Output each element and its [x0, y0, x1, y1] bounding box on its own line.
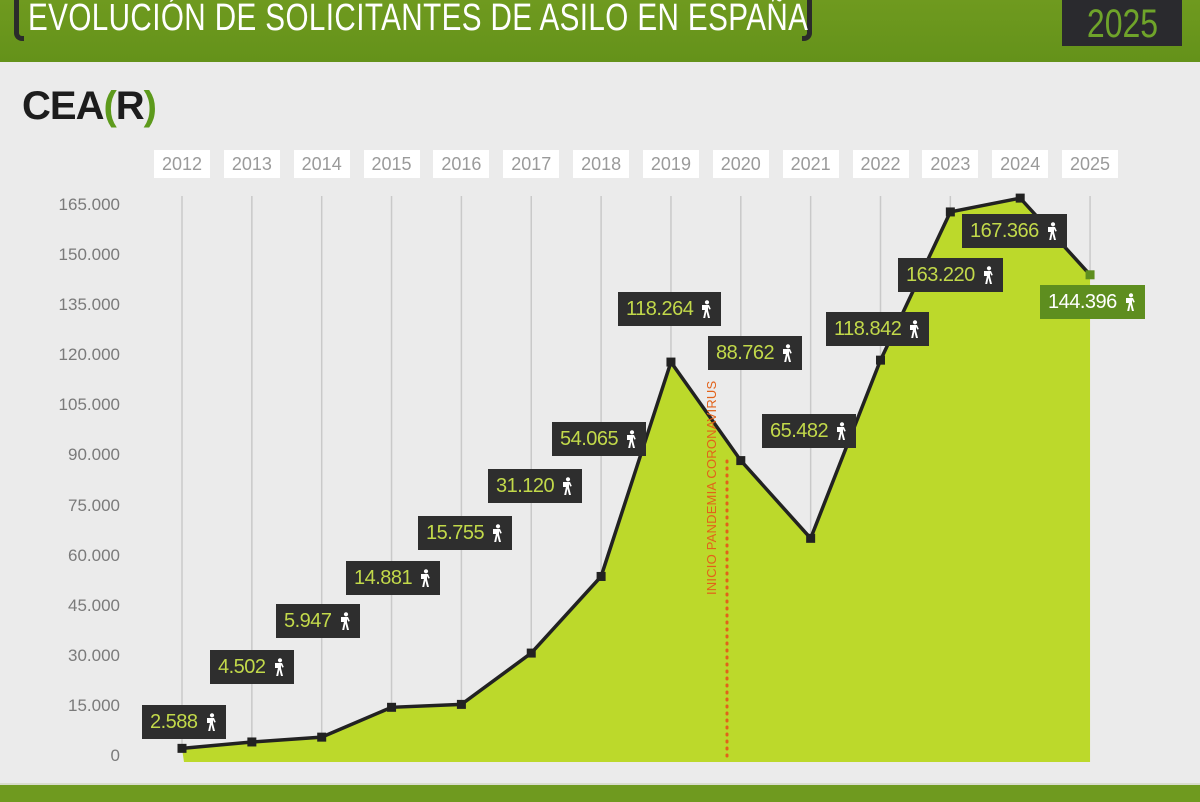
data-marker-2012 — [177, 743, 187, 753]
value-label-2019: 118.264 — [618, 292, 722, 326]
value-label-text: 31.120 — [496, 474, 555, 497]
y-tick-label: 30.000 — [68, 645, 120, 665]
value-label-2018: 54.065 — [552, 422, 647, 456]
value-label-text: 4.502 — [218, 655, 266, 678]
y-tick-label: 0 — [110, 746, 120, 765]
year-tab-2018: 2018 — [573, 150, 630, 178]
value-label-2021: 65.482 — [762, 414, 857, 448]
value-label-text: 14.881 — [354, 566, 413, 589]
value-label-text: 54.065 — [560, 427, 619, 450]
y-tick-label: 135.000 — [58, 295, 120, 315]
year-tab-2017: 2017 — [503, 150, 560, 178]
data-line — [181, 196, 1092, 751]
person-walking-icon — [266, 658, 286, 676]
value-label-2017: 31.120 — [488, 469, 583, 503]
data-marker-2020 — [736, 456, 746, 466]
value-label-text: 144.396 — [1048, 290, 1117, 313]
header-bar: EVOLUCIÓN DE SOLICITANTES DE ASILO EN ES… — [0, 0, 1200, 62]
value-label-2020: 88.762 — [708, 336, 803, 370]
year-badge: 2025 — [1062, 0, 1182, 46]
area-fill — [182, 198, 1091, 762]
title-bracket-left — [14, 0, 24, 41]
year-tab-2024: 2024 — [992, 150, 1049, 178]
person-walking-icon — [332, 612, 352, 630]
value-label-2014: 5.947 — [276, 604, 360, 638]
logo-bracket-open: ( — [103, 84, 116, 128]
y-tick-label: 165.000 — [58, 195, 120, 214]
pandemic-annotation: INICIO PANDEMIA CORONAVIRUS — [704, 380, 719, 595]
year-tab-2021: 2021 — [782, 150, 839, 178]
person-walking-icon — [412, 569, 432, 587]
title-wrap: EVOLUCIÓN DE SOLICITANTES DE ASILO EN ES… — [14, 0, 812, 48]
person-walking-icon — [975, 266, 995, 284]
data-marker-2013 — [247, 737, 257, 747]
data-marker-2025 — [1085, 270, 1095, 280]
year-tab-2025: 2025 — [1062, 150, 1119, 178]
value-label-2022: 118.842 — [826, 312, 930, 346]
year-tab-2012: 2012 — [154, 150, 210, 178]
value-label-text: 88.762 — [716, 341, 775, 364]
y-tick-label: 60.000 — [68, 545, 120, 565]
value-label-text: 118.842 — [834, 317, 902, 340]
value-label-text: 2.588 — [150, 710, 198, 733]
cear-logo: CEA(R) — [22, 84, 157, 129]
person-walking-icon — [1117, 293, 1137, 311]
person-walking-icon — [1039, 222, 1059, 240]
person-walking-icon — [484, 524, 504, 542]
value-label-2024: 167.366 — [962, 214, 1067, 248]
footer-bar — [0, 783, 1200, 802]
value-label-2012: 2.588 — [142, 705, 226, 739]
person-walking-icon — [198, 713, 218, 731]
data-marker-2019 — [666, 357, 676, 367]
y-tick-label: 105.000 — [58, 395, 120, 415]
data-marker-2022 — [876, 355, 885, 365]
data-marker-2018 — [596, 571, 606, 581]
value-label-text: 163.220 — [906, 263, 975, 286]
y-tick-label: 45.000 — [68, 595, 120, 615]
data-marker-2017 — [526, 648, 536, 658]
value-label-2015: 14.881 — [346, 561, 441, 595]
title-bracket-right — [802, 0, 812, 41]
value-label-2023: 163.220 — [898, 258, 1003, 292]
person-walking-icon — [554, 477, 574, 495]
data-markers — [177, 193, 1095, 753]
y-tick-label: 120.000 — [58, 345, 120, 365]
data-marker-2015 — [387, 702, 397, 712]
data-marker-2024 — [1015, 193, 1025, 203]
year-tab-2022: 2022 — [852, 150, 909, 178]
data-marker-2021 — [806, 533, 816, 543]
y-tick-label: 15.000 — [68, 695, 120, 715]
logo-prefix: CEA — [22, 84, 104, 128]
value-label-2016: 15.755 — [418, 516, 513, 550]
value-label-2013: 4.502 — [210, 650, 294, 684]
value-label-text: 118.264 — [626, 297, 694, 320]
y-tick-label: 75.000 — [68, 495, 120, 515]
logo-bracket-close: ) — [143, 84, 157, 128]
value-label-text: 15.755 — [426, 521, 485, 544]
data-marker-2016 — [456, 699, 466, 709]
person-walking-icon — [693, 300, 713, 318]
person-walking-icon — [828, 422, 848, 440]
y-tick-label: 150.000 — [58, 245, 120, 265]
value-label-text: 167.366 — [970, 219, 1039, 242]
year-tab-2013: 2013 — [223, 150, 280, 178]
data-marker-2023 — [945, 207, 955, 217]
year-tab-2019: 2019 — [642, 150, 699, 178]
person-walking-icon — [774, 344, 794, 362]
person-walking-icon — [901, 320, 921, 338]
value-label-text: 65.482 — [770, 419, 829, 442]
person-walking-icon — [618, 430, 638, 448]
data-marker-2014 — [317, 732, 327, 742]
y-tick-label: 90.000 — [68, 445, 120, 465]
year-tab-2023: 2023 — [922, 150, 979, 178]
value-label-2025: 144.396 — [1040, 285, 1145, 319]
year-tab-2016: 2016 — [433, 150, 490, 178]
year-badge-text: 2025 — [1086, 2, 1158, 46]
value-label-text: 5.947 — [284, 609, 332, 632]
logo-letter: R — [115, 84, 145, 128]
year-tab-2014: 2014 — [293, 150, 350, 178]
year-tab-2015: 2015 — [363, 150, 420, 178]
year-tab-2020: 2020 — [712, 150, 769, 178]
